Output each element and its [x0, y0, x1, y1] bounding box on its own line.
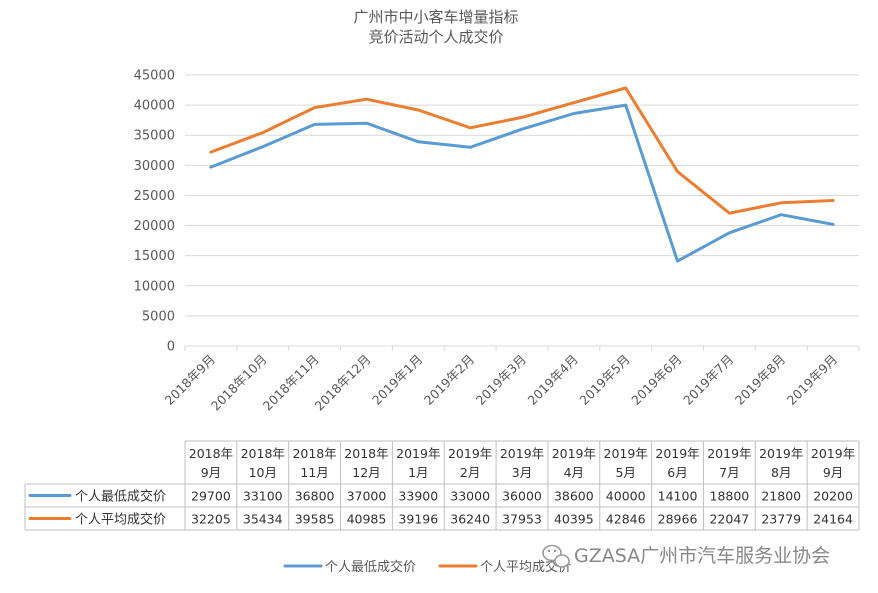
table-cell: 36000: [502, 489, 542, 504]
table-header-year: 2019年: [396, 446, 440, 461]
table-cell: 20200: [813, 489, 853, 504]
table-header-month: 9月: [823, 465, 843, 480]
table-cell: 40985: [347, 512, 387, 527]
table-header-month: 7月: [719, 465, 739, 480]
table-cell: 23779: [761, 512, 801, 527]
y-tick-label: 0: [167, 340, 175, 355]
legend: 个人最低成交价 个人平均成交价: [283, 559, 571, 575]
gridlines: [184, 74, 860, 351]
table-cell: 39196: [398, 512, 438, 527]
table-cell: 35434: [243, 512, 283, 527]
table-header-year: 2019年: [811, 446, 855, 461]
wechat-icon: [542, 544, 570, 568]
table-cell: 24164: [813, 512, 853, 527]
data-table: 2018年 9月 2018年 10月 2018年 11月 2018年 12月 2019年 1月 20…: [24, 440, 860, 531]
table-header-year: 2018年: [344, 446, 388, 461]
x-tick-label: 2019年2月: [421, 352, 477, 408]
legend-label: 个人平均成交价: [480, 559, 571, 575]
table-header-year: 2019年: [552, 446, 596, 461]
watermark: GZASA广州市汽车服务业协会: [542, 544, 830, 568]
y-tick-label: 25000: [134, 189, 175, 204]
table-header-year: 2019年: [655, 446, 699, 461]
table-row-label: 个人最低成交价: [75, 489, 166, 505]
series-line-2: [209, 86, 835, 215]
table-cell: 22047: [710, 512, 750, 527]
table-header-year: 2019年: [604, 446, 648, 461]
x-tick-label: 2019年5月: [576, 352, 632, 408]
table-header-year: 2019年: [448, 446, 492, 461]
table-header-month: 11月: [300, 465, 328, 480]
y-tick-label: 15000: [134, 249, 175, 264]
table-cell: 38600: [554, 489, 594, 504]
table-header-year: 2018年: [292, 446, 336, 461]
y-axis-ticks: 0 5000 10000 15000 20000 25000 30000 35000 40000…: [134, 69, 175, 355]
table-cell: 18800: [710, 489, 750, 504]
table-header-month: 10月: [249, 465, 277, 480]
series-line-1: [209, 103, 835, 263]
table-cell: 40395: [554, 512, 594, 527]
y-tick-label: 5000: [142, 309, 175, 324]
table-cell: 33900: [398, 489, 438, 504]
table-row-label: 个人平均成交价: [75, 512, 166, 528]
table-header-month: 8月: [771, 465, 791, 480]
table-cell: 37000: [347, 489, 387, 504]
table-cell: 33100: [243, 489, 283, 504]
table-header-month: 4月: [564, 465, 584, 480]
x-axis-ticks: 2018年9月2018年10月2018年11月2018年12月2019年1月20…: [162, 352, 841, 414]
x-tick-label: 2019年7月: [680, 352, 736, 408]
table-header-month: 6月: [667, 465, 687, 480]
table-cell: 39585: [295, 512, 335, 527]
y-tick-label: 20000: [134, 219, 175, 234]
x-tick-label: 2019年4月: [525, 352, 581, 408]
x-tick-label: 2019年6月: [628, 352, 684, 408]
x-tick-label: 2019年1月: [369, 352, 425, 408]
table-header-month: 5月: [615, 465, 635, 480]
x-tick-label: 2018年12月: [312, 352, 374, 414]
y-tick-label: 45000: [134, 69, 175, 84]
table-header-month: 9月: [201, 465, 221, 480]
table-header-month: 3月: [512, 465, 532, 480]
y-tick-label: 35000: [134, 129, 175, 144]
table-cell: 32205: [191, 512, 231, 527]
y-tick-label: 40000: [134, 99, 175, 114]
chart-title-line: 竞价活动个人成交价: [368, 28, 503, 46]
y-tick-label: 30000: [134, 159, 175, 174]
table-header-year: 2018年: [241, 446, 285, 461]
table-header-year: 2018年: [189, 446, 233, 461]
x-tick-label: 2019年8月: [732, 352, 788, 408]
table-header-month: 1月: [408, 465, 428, 480]
table-cell: 33000: [450, 489, 490, 504]
table-header-year: 2019年: [707, 446, 751, 461]
table-cell: 14100: [658, 489, 698, 504]
table-header-month: 12月: [352, 465, 380, 480]
table-cell: 21800: [761, 489, 801, 504]
table-header-year: 2019年: [500, 446, 544, 461]
table-cell: 40000: [606, 489, 646, 504]
table-cell: 36240: [450, 512, 490, 527]
chart-title-line: 广州市中小客车增量指标: [353, 8, 518, 26]
table-cell: 37953: [502, 512, 542, 527]
table-cell: 36800: [295, 489, 335, 504]
x-tick-label: 2019年9月: [784, 352, 840, 408]
table-cell: 29700: [191, 489, 231, 504]
table-cell: 42846: [606, 512, 646, 527]
watermark-text: GZASA广州市汽车服务业协会: [574, 545, 830, 567]
table-cell: 28966: [658, 512, 698, 527]
legend-label: 个人最低成交价: [325, 559, 416, 575]
y-tick-label: 10000: [134, 279, 175, 294]
table-header-year: 2019年: [759, 446, 803, 461]
x-tick-label: 2018年9月: [162, 352, 218, 408]
table-header-month: 2月: [460, 465, 480, 480]
series-lines: [209, 86, 835, 263]
x-tick-label: 2019年3月: [473, 352, 529, 408]
